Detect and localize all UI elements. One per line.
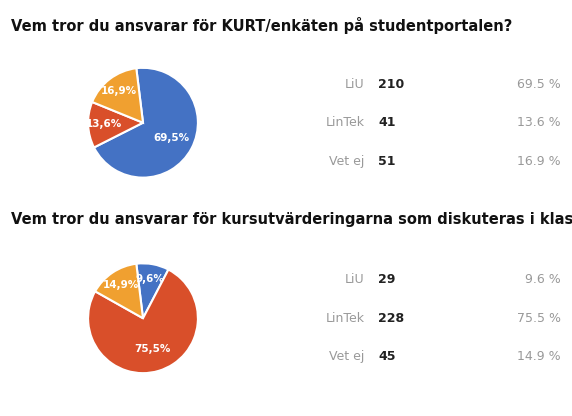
Text: 69,5%: 69,5%	[153, 133, 189, 143]
Text: 29: 29	[379, 273, 396, 286]
Wedge shape	[88, 102, 143, 148]
Wedge shape	[94, 68, 198, 178]
Wedge shape	[136, 263, 168, 318]
Text: Vet ej: Vet ej	[329, 155, 364, 168]
Text: LiU: LiU	[345, 78, 364, 91]
Wedge shape	[92, 68, 143, 123]
Text: 75.5 %: 75.5 %	[517, 312, 561, 325]
Text: 41: 41	[379, 116, 396, 129]
Text: LiU: LiU	[345, 273, 364, 286]
Text: Vet ej: Vet ej	[329, 350, 364, 363]
Text: 210: 210	[379, 78, 405, 91]
Text: LinTek: LinTek	[325, 116, 364, 129]
Text: 13,6%: 13,6%	[85, 119, 122, 129]
Text: Vem tror du ansvarar för kursutvärderingarna som diskuteras i klassrum?: Vem tror du ansvarar för kursutvärdering…	[11, 212, 572, 227]
Text: 9.6 %: 9.6 %	[525, 273, 561, 286]
Text: 69.5 %: 69.5 %	[517, 78, 561, 91]
Text: LinTek: LinTek	[325, 312, 364, 325]
Text: Vem tror du ansvarar för KURT/enkäten på studentportalen?: Vem tror du ansvarar för KURT/enkäten på…	[11, 17, 513, 34]
Text: 228: 228	[379, 312, 404, 325]
Wedge shape	[88, 270, 198, 373]
Text: 75,5%: 75,5%	[134, 344, 170, 354]
Wedge shape	[95, 264, 143, 318]
Text: 51: 51	[379, 155, 396, 168]
Text: 45: 45	[379, 350, 396, 363]
Text: 9,6%: 9,6%	[136, 274, 165, 285]
Text: 16,9%: 16,9%	[101, 86, 137, 97]
Text: 16.9 %: 16.9 %	[517, 155, 561, 168]
Text: 14.9 %: 14.9 %	[517, 350, 561, 363]
Text: 14,9%: 14,9%	[103, 280, 139, 290]
Text: 13.6 %: 13.6 %	[517, 116, 561, 129]
